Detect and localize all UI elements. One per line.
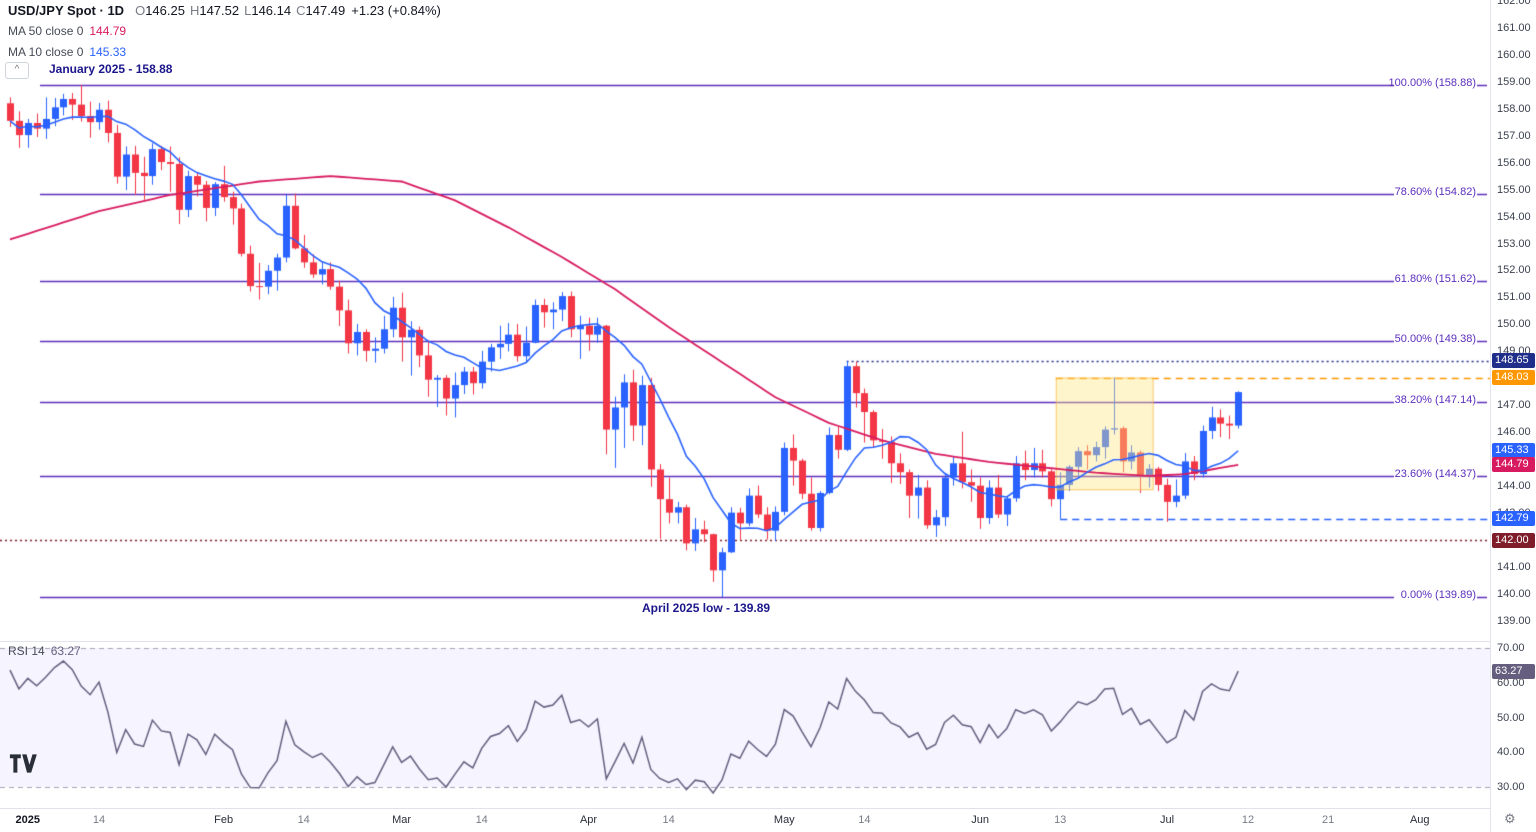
price-axis-label: 153.00 [1497,237,1531,250]
time-axis[interactable]: 2025 14 Feb 14 Mar 14 Apr 14 May 14 Jun 13 Jul 12 21 Au… [0,809,1536,832]
price-axis-label: 150.00 [1497,318,1531,331]
price-axis-label: 156.00 [1497,156,1531,169]
time-axis-label: Feb [214,814,234,826]
rsi-axis-label: 60.00 [1497,676,1525,689]
time-axis-label: Apr [579,814,598,826]
rsi-axis-label: 40.00 [1497,746,1525,759]
price-axis-label: 140.00 [1497,588,1531,601]
price-badge: 148.65 [1492,353,1535,369]
price-axis-label: 141.00 [1497,561,1531,574]
rsi-value: 63.27 [50,644,81,658]
ma10-label: MA 10 close 0 [8,45,84,59]
rsi-label: RSI 14 [8,644,45,658]
time-axis-label: May [773,814,795,826]
time-axis-label: 2025 [15,814,41,826]
time-axis-label: 14 [662,814,675,826]
price-chart-canvas[interactable] [0,0,1490,832]
high-label: H [189,3,200,18]
time-axis-label: 21 [1321,814,1335,826]
price-badge: 148.03 [1492,370,1535,386]
price-axis-label: 160.00 [1497,48,1531,61]
price-badge: 142.79 [1492,511,1535,527]
rsi-axis-label: 50.00 [1497,711,1525,724]
time-axis-label: 14 [858,814,871,826]
rsi-axis-label: 70.00 [1497,642,1525,654]
symbol-legend[interactable]: USD/JPY Spot · 1D O146.25 H147.52 L146.14 C1… [8,3,441,18]
price-axis-label: 146.00 [1497,426,1531,439]
price-axis-label: 158.00 [1497,102,1531,115]
price-axis-label: 147.00 [1497,399,1531,412]
ma50-legend[interactable]: MA 50 close 0 144.79 [8,24,126,38]
rsi-legend[interactable]: RSI 14 63.27 [8,644,81,658]
time-axis-label: Jul [1159,814,1175,826]
pane-separator[interactable] [0,641,1536,642]
gear-icon[interactable]: ⚙ [1504,811,1516,826]
rsi-axis-label: 30.00 [1497,781,1525,793]
open-value: 146.25 [145,3,185,18]
time-axis-label: Mar [392,814,412,826]
rsi-badge: 63.27 [1492,663,1535,679]
ma50-label: MA 50 close 0 [8,24,84,38]
price-axis[interactable]: 139.00140.00141.00142.00143.00144.00145.… [1491,0,1536,832]
low-label: L [244,3,252,18]
collapse-pane-button[interactable]: ^ [5,62,29,79]
price-axis-separator [1490,0,1491,832]
time-axis-label: Jun [971,814,989,826]
time-axis-label: 12 [1241,814,1255,826]
close-label: C [296,3,306,18]
price-badge: 145.33 [1492,442,1535,458]
price-axis-label: 151.00 [1497,291,1531,304]
price-axis-label: 152.00 [1497,264,1531,277]
price-axis-label: 159.00 [1497,75,1531,88]
high-value: 147.52 [199,3,240,18]
time-axis-label: Aug [1409,814,1430,826]
price-axis-label: 144.00 [1497,480,1531,493]
price-axis-label: 154.00 [1497,210,1531,223]
price-badge: 144.79 [1492,457,1535,473]
tradingview-logo[interactable] [9,753,39,779]
time-axis-label: 14 [475,814,488,826]
price-axis-label: 155.00 [1497,183,1531,196]
ma50-value: 144.79 [89,24,127,38]
january-high-annotation: January 2025 - 158.88 [49,62,173,76]
price-axis-label: 139.00 [1497,615,1531,628]
price-axis-label: 157.00 [1497,129,1531,142]
chevron-up-icon: ^ [14,64,20,75]
time-axis-label: 13 [1054,814,1067,826]
time-axis-separator [0,808,1536,809]
time-axis-label: 14 [297,814,310,826]
change-value: +1.23 (+0.84%) [351,3,441,18]
april-low-annotation: April 2025 low - 139.89 [642,601,771,615]
time-axis-label: 14 [92,814,106,826]
symbol-title[interactable]: USD/JPY Spot · 1D [8,3,125,18]
price-axis-label: 162.00 [1497,0,1531,7]
ma10-legend[interactable]: MA 10 close 0 145.33 [8,45,126,59]
open-label: O [135,3,146,18]
price-badge: 142.00 [1492,532,1535,548]
low-value: 146.14 [251,3,292,18]
ma10-value: 145.33 [89,45,127,59]
price-axis-label: 161.00 [1497,21,1531,34]
close-value: 147.49 [305,3,346,18]
